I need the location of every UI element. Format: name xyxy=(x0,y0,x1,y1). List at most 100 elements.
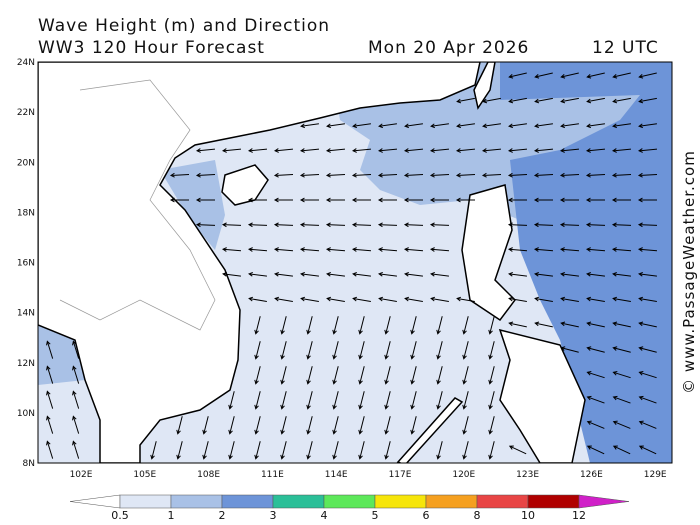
arrow xyxy=(46,415,54,434)
border xyxy=(59,79,216,331)
arrow xyxy=(273,222,294,228)
arrow xyxy=(488,391,495,410)
arrow xyxy=(585,222,606,228)
arrow xyxy=(404,271,423,277)
arrow xyxy=(254,341,261,360)
arrow xyxy=(637,172,658,178)
arrow xyxy=(248,271,267,277)
arrow xyxy=(384,391,391,410)
arrow xyxy=(612,420,631,429)
arrow xyxy=(384,341,391,360)
arrow xyxy=(507,222,528,228)
arrow xyxy=(248,296,267,303)
colorbar-label: 3 xyxy=(270,509,277,522)
arrow xyxy=(332,316,339,335)
arrow xyxy=(612,271,631,277)
arrow xyxy=(462,341,469,360)
arrow xyxy=(351,247,372,252)
title: Wave Height (m) and Direction xyxy=(38,16,330,36)
lat-label: 24N xyxy=(17,58,35,68)
lat-label: 10N xyxy=(17,409,35,419)
arrow xyxy=(72,340,80,359)
arrow xyxy=(351,222,372,228)
arrow xyxy=(456,296,475,303)
arrow xyxy=(46,440,54,459)
lat-label: 12N xyxy=(17,359,35,369)
arrow xyxy=(300,123,319,129)
sea-dark xyxy=(500,62,672,463)
arrow xyxy=(254,441,261,460)
arrow xyxy=(299,247,320,252)
arrow xyxy=(254,391,261,410)
arrow xyxy=(403,222,424,228)
arrow xyxy=(72,390,80,409)
arrow xyxy=(358,441,365,460)
arrow xyxy=(586,346,605,353)
arrow xyxy=(306,341,313,360)
arrow xyxy=(638,395,657,404)
arrow xyxy=(410,391,417,410)
arrow xyxy=(46,390,54,409)
lat-label: 8N xyxy=(23,459,35,469)
arrow xyxy=(332,341,339,360)
land xyxy=(38,62,481,463)
arrow xyxy=(378,271,397,277)
arrow xyxy=(325,222,346,228)
arrow xyxy=(560,321,579,328)
arrow xyxy=(46,340,54,359)
arrow xyxy=(462,416,469,435)
arrow xyxy=(150,441,157,460)
arrow xyxy=(436,391,443,410)
arrow xyxy=(612,97,631,104)
arrow xyxy=(195,148,216,153)
colorbar-label: 8 xyxy=(474,509,481,522)
arrow xyxy=(436,316,443,335)
colorbar-label: 2 xyxy=(219,509,226,522)
arrow xyxy=(638,420,657,429)
arrow xyxy=(254,316,261,335)
arrow xyxy=(299,172,320,178)
arrow xyxy=(488,416,495,435)
arrow xyxy=(585,148,606,153)
arrow xyxy=(300,296,319,303)
arrow xyxy=(612,371,631,379)
arrow xyxy=(280,366,287,385)
time: 12 UTC xyxy=(592,38,659,58)
arrow xyxy=(611,148,632,153)
arrow xyxy=(325,247,346,252)
lat-label: 20N xyxy=(17,158,35,168)
arrow xyxy=(638,321,657,328)
arrow xyxy=(410,366,417,385)
arrow xyxy=(325,148,346,153)
mindanao xyxy=(498,328,586,463)
arrow xyxy=(403,197,424,203)
arrow xyxy=(273,197,294,203)
lon-label: 129E xyxy=(644,470,667,480)
arrow xyxy=(358,316,365,335)
arrow xyxy=(176,416,183,435)
colorbar-segment xyxy=(119,494,172,509)
arrow xyxy=(273,148,294,153)
arrow xyxy=(195,222,216,228)
colorbar-label: 1 xyxy=(168,509,175,522)
arrow xyxy=(638,445,657,455)
colorbar-label: 5 xyxy=(372,509,379,522)
arrow xyxy=(488,341,495,360)
arrow xyxy=(586,123,605,129)
colorbar-segment xyxy=(476,494,529,509)
arrow xyxy=(534,123,553,129)
arrow xyxy=(429,148,450,153)
colorbar-segment xyxy=(272,494,325,509)
arrow xyxy=(352,123,371,129)
arrow xyxy=(325,172,346,178)
arrow xyxy=(508,296,527,303)
colorbar-label: 4 xyxy=(321,509,328,522)
colorbar-segment xyxy=(374,494,427,509)
arrow xyxy=(488,366,495,385)
arrow xyxy=(611,197,632,203)
arrow xyxy=(560,271,579,277)
colorbar-arrow-high xyxy=(578,494,630,509)
subtitle: WW3 120 Hour Forecast xyxy=(38,38,265,58)
colorbar-segment xyxy=(170,494,223,509)
